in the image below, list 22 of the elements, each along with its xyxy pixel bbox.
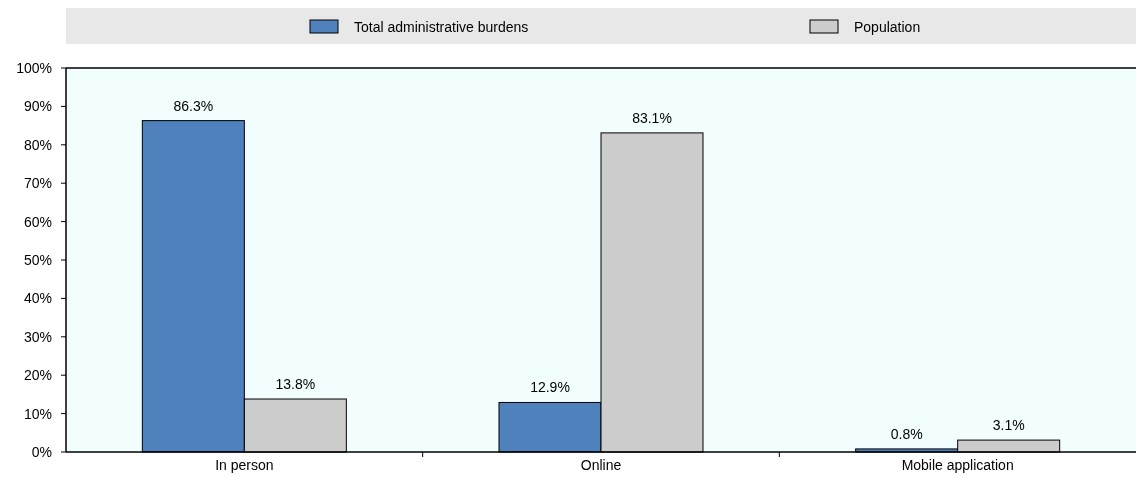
y-tick-label: 50%	[23, 251, 52, 268]
y-tick-label: 20%	[23, 367, 52, 384]
data-label: 83.1%	[632, 109, 672, 126]
legend-label: Total administrative burdens	[354, 18, 529, 35]
data-label: 12.9%	[530, 379, 570, 396]
data-label: 86.3%	[173, 97, 214, 114]
data-label: 0.8%	[890, 425, 923, 442]
x-tick-label: Mobile application	[901, 457, 1014, 473]
y-tick-label: 100%	[16, 59, 52, 76]
data-label: 3.1%	[992, 417, 1025, 434]
y-tick-label: 30%	[23, 328, 52, 345]
legend-label: Population	[854, 18, 921, 35]
y-tick-label: 40%	[23, 290, 52, 307]
y-tick-label: 70%	[23, 175, 52, 192]
x-tick-label: In person	[215, 457, 274, 473]
y-tick-label: 10%	[23, 405, 52, 422]
x-tick-label: Online	[580, 457, 622, 473]
y-tick-label: 60%	[23, 213, 52, 230]
y-tick-label: 90%	[23, 98, 52, 115]
y-tick-label: 0%	[31, 443, 52, 460]
data-label: 13.8%	[275, 376, 316, 393]
y-tick-label: 80%	[23, 136, 52, 153]
